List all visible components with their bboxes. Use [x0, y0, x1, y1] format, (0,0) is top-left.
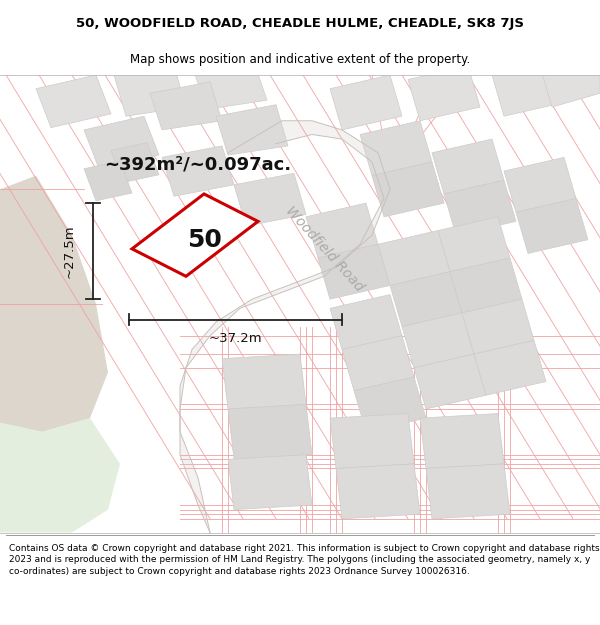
Polygon shape: [162, 146, 234, 196]
Polygon shape: [342, 336, 414, 391]
Polygon shape: [330, 294, 402, 349]
Polygon shape: [540, 52, 600, 107]
Text: ~37.2m: ~37.2m: [209, 332, 262, 344]
Polygon shape: [492, 61, 564, 116]
Polygon shape: [111, 142, 159, 182]
Polygon shape: [378, 231, 450, 286]
Polygon shape: [504, 158, 576, 212]
Polygon shape: [330, 75, 402, 130]
Polygon shape: [426, 464, 510, 519]
Text: ~392m²/~0.097ac.: ~392m²/~0.097ac.: [104, 155, 292, 173]
Polygon shape: [450, 258, 522, 313]
Polygon shape: [330, 414, 414, 469]
Polygon shape: [318, 244, 390, 299]
Polygon shape: [216, 105, 288, 155]
Polygon shape: [474, 341, 546, 395]
Polygon shape: [306, 203, 378, 258]
Polygon shape: [84, 116, 159, 169]
Polygon shape: [222, 354, 306, 409]
Polygon shape: [390, 272, 462, 327]
Polygon shape: [372, 162, 444, 217]
Polygon shape: [114, 66, 186, 116]
Polygon shape: [36, 75, 111, 128]
Polygon shape: [132, 194, 258, 276]
Polygon shape: [408, 66, 480, 121]
Polygon shape: [432, 139, 504, 194]
Polygon shape: [354, 377, 426, 432]
Text: Contains OS data © Crown copyright and database right 2021. This information is : Contains OS data © Crown copyright and d…: [9, 544, 599, 576]
Polygon shape: [84, 161, 132, 201]
Polygon shape: [228, 404, 312, 459]
Text: 50, WOODFIELD ROAD, CHEADLE HULME, CHEADLE, SK8 7JS: 50, WOODFIELD ROAD, CHEADLE HULME, CHEAD…: [76, 16, 524, 29]
Polygon shape: [462, 299, 534, 354]
Polygon shape: [192, 57, 267, 109]
Polygon shape: [438, 217, 510, 272]
Polygon shape: [420, 414, 504, 469]
Polygon shape: [180, 121, 390, 532]
Polygon shape: [0, 418, 120, 532]
Polygon shape: [444, 180, 516, 235]
Polygon shape: [0, 176, 108, 432]
Text: Woodfield Road: Woodfield Road: [282, 204, 366, 294]
Polygon shape: [360, 121, 432, 176]
Polygon shape: [150, 82, 222, 130]
Polygon shape: [234, 173, 306, 226]
Text: ~27.5m: ~27.5m: [62, 224, 76, 278]
Polygon shape: [414, 354, 486, 409]
Text: 50: 50: [187, 228, 221, 252]
Polygon shape: [402, 313, 474, 368]
Polygon shape: [336, 464, 420, 519]
Polygon shape: [516, 199, 588, 253]
Text: Map shows position and indicative extent of the property.: Map shows position and indicative extent…: [130, 52, 470, 66]
Polygon shape: [228, 455, 312, 509]
